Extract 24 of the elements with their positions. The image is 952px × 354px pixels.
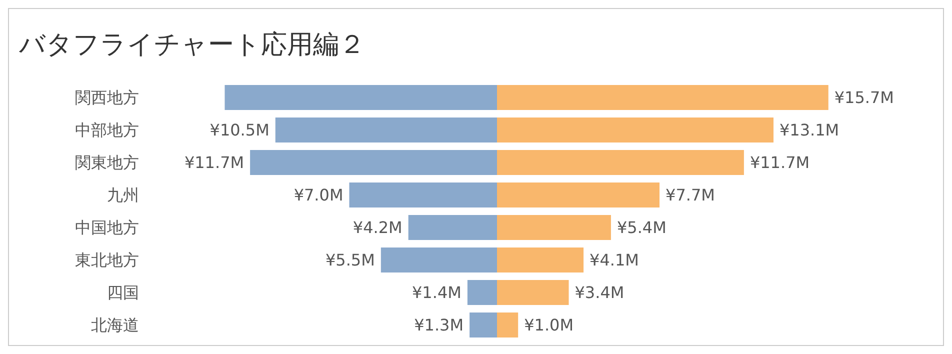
data-label: ¥1.0M	[524, 316, 574, 335]
data-label: ¥5.5M	[325, 250, 375, 270]
y-tick-label: 東北地方	[75, 250, 139, 270]
data-label: ¥7.0M	[294, 186, 344, 205]
y-tick-label: 中国地方	[75, 218, 139, 237]
chart-title: バタフライチャート応用編２	[19, 29, 365, 62]
data-label: ¥5.4M	[616, 218, 666, 238]
y-tick-label: 九州	[107, 185, 139, 204]
data-label: ¥1.3M	[414, 316, 464, 335]
data-label: ¥11.7M	[750, 153, 810, 172]
data-label: ¥11.7M	[184, 153, 244, 172]
y-tick-label: 四国	[107, 282, 139, 302]
data-label: ¥7.7M	[666, 186, 715, 205]
data-label: ¥13.1M	[779, 120, 840, 140]
y-tick-label: 中部地方	[75, 120, 139, 140]
data-label: ¥4.1M	[590, 250, 639, 270]
data-label: ¥4.2M	[352, 218, 402, 238]
y-tick-label: 関東地方	[75, 152, 139, 172]
data-label: ¥15.7M	[834, 88, 894, 108]
data-label: ¥10.5M	[210, 120, 270, 140]
y-tick-label: 北海道	[91, 315, 139, 334]
data-label: ¥3.4M	[574, 283, 624, 302]
y-tick-label: 関西地方	[75, 88, 139, 107]
data-label: ¥1.4M	[412, 283, 462, 302]
